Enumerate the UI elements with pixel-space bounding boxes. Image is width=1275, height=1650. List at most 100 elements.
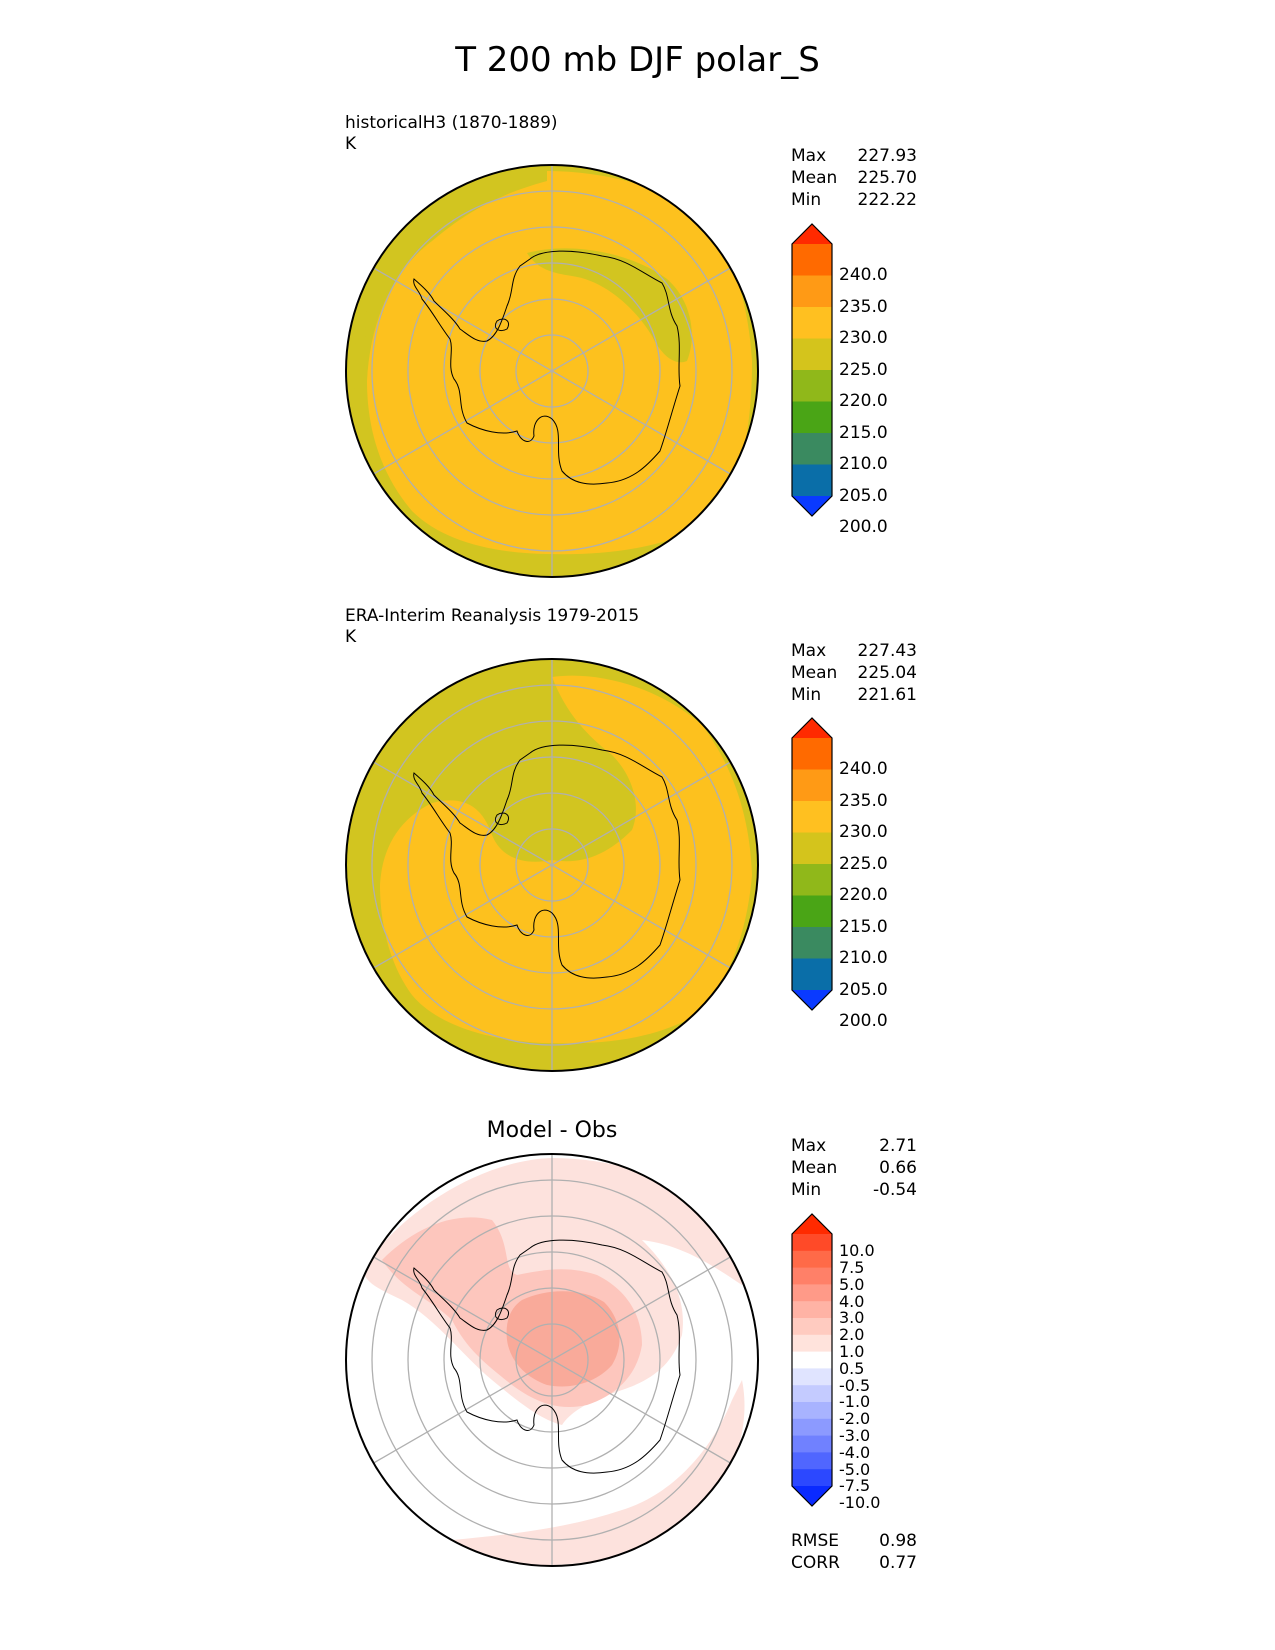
- stat-name: Min: [791, 685, 822, 705]
- colorbar-tick-label: 0.5: [839, 1358, 865, 1378]
- panel-obs-source: ERA-Interim Reanalysis 1979-2015: [345, 606, 640, 626]
- colorbar-segment: [792, 1250, 832, 1269]
- colorbar-segment: [792, 275, 832, 308]
- stat-name: Min: [791, 1180, 822, 1200]
- colorbar-tick-label: 230.0: [839, 822, 888, 843]
- colorbar-tick-label: -7.5: [839, 1476, 871, 1496]
- antarctica-coastline: [413, 744, 681, 979]
- colorbar-extend-max: [792, 224, 832, 244]
- colorbar-tick-label: 200.0: [839, 1011, 888, 1032]
- colorbar-tick-label: 220.0: [839, 391, 888, 412]
- colorbar-tick-label: 210.0: [839, 454, 888, 475]
- colorbar-tick-label: 225.0: [839, 359, 888, 380]
- colorbar-segment: [792, 370, 832, 403]
- colorbar-diff: [791, 1213, 833, 1507]
- colorbar-tick-label: 205.0: [839, 485, 888, 506]
- colorbar-tick-label: 2.0: [839, 1325, 865, 1345]
- metric-value: 0.98: [879, 1531, 917, 1551]
- colorbar-tick-label: -1.0: [839, 1392, 871, 1412]
- colorbar-extend-min: [792, 496, 832, 516]
- colorbar-obs: [791, 717, 833, 1011]
- colorbar-segment: [792, 338, 832, 371]
- colorbar-segment: [792, 1267, 832, 1285]
- colorbar-tick-label: -10.0: [839, 1493, 881, 1513]
- colorbar-tick-label: -4.0: [839, 1442, 871, 1462]
- map-boundary: [345, 1153, 759, 1567]
- stats-diff: Max 2.71 Mean 0.66 Min -0.54: [791, 1135, 917, 1201]
- colorbar-tick-label: 7.5: [839, 1258, 865, 1277]
- colorbar-segment: [792, 738, 832, 771]
- panel-model-label: historicalH3 (1870-1889) K: [345, 113, 558, 155]
- stat-value: 227.93: [857, 146, 917, 166]
- colorbar-tick-label: -2.0: [839, 1409, 871, 1429]
- colorbar-segment: [792, 927, 832, 960]
- colorbar-extend-max: [792, 1214, 832, 1234]
- colorbar-tick-label: 210.0: [839, 948, 888, 969]
- metrics-diff: RMSE 0.98 CORR 0.77: [791, 1530, 917, 1574]
- metric-name: RMSE: [791, 1531, 840, 1551]
- panel-model-units: K: [345, 134, 357, 154]
- antarctica-coastline: [413, 250, 681, 485]
- stat-name: Max: [791, 641, 827, 661]
- colorbar-tick-label: 235.0: [839, 296, 888, 317]
- colorbar-segment: [792, 1452, 832, 1470]
- colorbar-segment: [792, 1418, 832, 1437]
- map-boundary: [345, 164, 759, 578]
- graticule: [371, 1154, 733, 1566]
- panel-diff-title: Model - Obs: [486, 1118, 618, 1143]
- polar-map-model: [345, 164, 759, 578]
- panel-obs-units: K: [345, 627, 357, 647]
- colorbar-segment: [792, 864, 832, 897]
- stat-value: 2.71: [879, 1136, 917, 1156]
- colorbar-outline: [791, 223, 833, 517]
- colorbar-segment: [792, 801, 832, 834]
- colorbar-tick-label: 225.0: [839, 853, 888, 874]
- stat-value: 222.22: [857, 190, 917, 210]
- colorbar-tick-label: 10.0: [839, 1241, 875, 1261]
- polar-map-diff: [345, 1153, 759, 1567]
- colorbar-extend-min: [792, 990, 832, 1010]
- colorbar-segment: [792, 769, 832, 802]
- colorbar-tick-label: 1.0: [839, 1342, 865, 1361]
- stat-value: 0.66: [879, 1158, 917, 1178]
- colorbar-extend-max: [792, 718, 832, 738]
- colorbar-segment: [792, 895, 832, 928]
- colorbar-tick-label: 215.0: [839, 916, 888, 937]
- metric-name: CORR: [791, 1553, 840, 1573]
- colorbar-outline: [791, 717, 833, 1011]
- metric-value: 0.77: [879, 1553, 917, 1573]
- colorbar-tick-label: 3.0: [839, 1308, 865, 1328]
- colorbar-tick-label: 220.0: [839, 885, 888, 906]
- colorbar-segment: [792, 1402, 832, 1420]
- colorbar-tick-label: -0.5: [839, 1375, 871, 1395]
- colorbar-segment: [792, 1351, 832, 1369]
- panel-model-run: historicalH3 (1870-1889): [345, 113, 558, 133]
- colorbar-tick-label: 215.0: [839, 422, 888, 443]
- stat-name: Min: [791, 190, 822, 210]
- diff-light-band-bottom: [452, 1380, 745, 1565]
- colorbar-segment: [792, 958, 832, 991]
- colorbar-tick-label: 240.0: [839, 759, 888, 780]
- colorbar-tick-label: 4.0: [839, 1291, 865, 1311]
- colorbar-tick-label: -5.0: [839, 1459, 871, 1479]
- colorbar-segment: [792, 307, 832, 340]
- colorbar-extend-min: [792, 1486, 832, 1506]
- colorbar-tick-label: 235.0: [839, 790, 888, 811]
- stat-name: Max: [791, 146, 827, 166]
- colorbar-segment: [792, 1301, 832, 1319]
- colorbar-segment: [792, 433, 832, 466]
- colorbar-segment: [792, 1368, 832, 1386]
- polar-map-obs: [345, 658, 759, 1072]
- colorbar-tick-label: -3.0: [839, 1426, 871, 1445]
- colorbar-segment: [792, 1385, 832, 1403]
- stats-obs: Max 227.43 Mean 225.04 Min 221.61: [791, 640, 917, 706]
- graticule: [371, 659, 733, 1071]
- stat-name: Mean: [791, 1158, 838, 1178]
- stats-model: Max 227.93 Mean 225.70 Min 222.22: [791, 145, 917, 211]
- colorbar-segment: [792, 1234, 832, 1252]
- colorbar-tick-label: 200.0: [839, 517, 888, 538]
- colorbar-segment: [792, 401, 832, 434]
- colorbar-segment: [792, 1435, 832, 1453]
- field-warm-region: [367, 171, 752, 555]
- stat-value: 221.61: [857, 685, 917, 705]
